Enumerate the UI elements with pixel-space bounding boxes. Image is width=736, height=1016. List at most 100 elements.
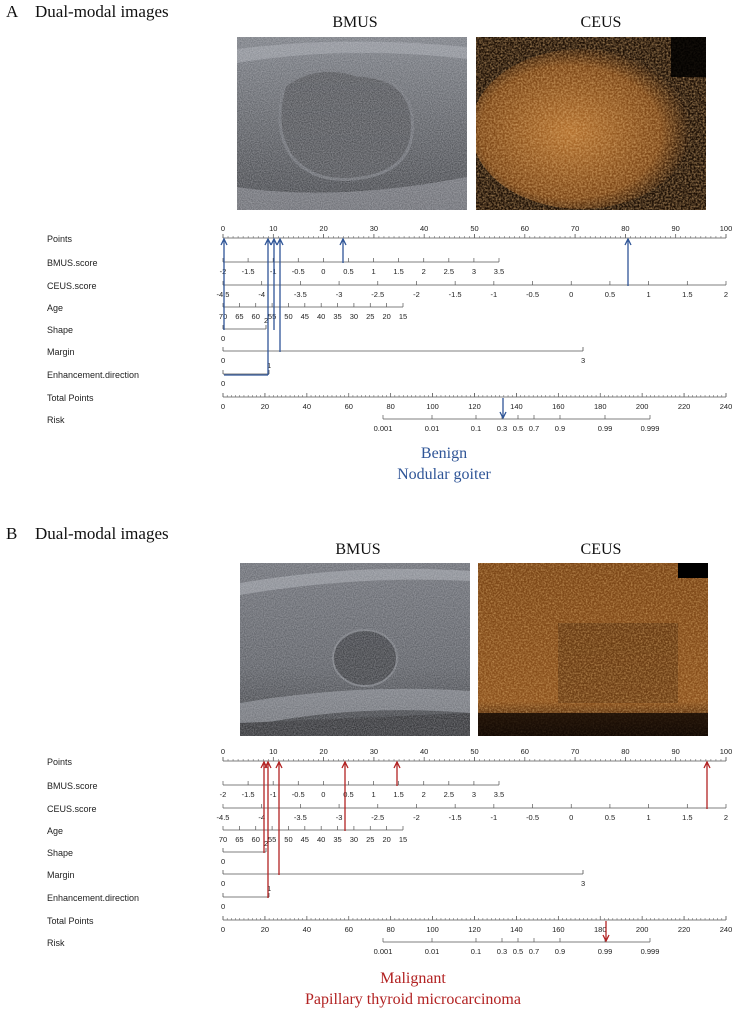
panel-a-tick-points-4: 40 [420, 224, 428, 233]
panel-a-row-label-margin: Margin [47, 347, 75, 357]
panel-b-tick-bmus-score-9: 2.5 [444, 790, 454, 799]
panel-b-tick-age-5: 45 [301, 835, 309, 844]
panel-a-tick-bmus-score-4: 0 [321, 267, 325, 276]
panel-a-tick-total-points-4: 80 [386, 402, 394, 411]
panel-b-row-label-risk: Risk [47, 938, 65, 948]
panel-b-tick-total-points-10: 200 [636, 925, 649, 934]
panel-b-tick-bmus-score-1: -1.5 [242, 790, 255, 799]
panel-b-tick-risk-2: 0.1 [471, 947, 481, 956]
panel-a-title: Dual-modal images [35, 2, 169, 21]
panel-b-tick-ceus-score-12: 1.5 [682, 813, 692, 822]
panel-b-tick-ceus-score-8: -0.5 [526, 813, 539, 822]
panel-a-tick-risk-8: 0.999 [641, 424, 660, 433]
panel-b-tick-age-6: 40 [317, 835, 325, 844]
panel-b-row-label-age: Age [47, 826, 63, 836]
panel-b-tick-age-3: 55 [268, 835, 276, 844]
panel-b-tick-points-9: 90 [672, 747, 680, 756]
panel-a-caption-class: Benign [420, 445, 468, 462]
panel-b-tick-margin-1: 3 [581, 879, 585, 888]
panel-b-ceus-label: CEUS [580, 541, 622, 558]
panel-a-tick-bmus-score-10: 3 [472, 267, 476, 276]
panel-b-tick-total-points-7: 140 [510, 925, 523, 934]
panel-a-tick-bmus-score-3: -0.5 [292, 267, 305, 276]
panel-b-tick-points-10: 100 [720, 747, 733, 756]
panel-a-tick-risk-2: 0.1 [471, 424, 481, 433]
panel-a-row-label-points: Points [47, 234, 73, 244]
panel-b-tick-shape-0: 0 [221, 857, 225, 866]
panel-a-tick-enhancement-direction-0: 0 [221, 379, 225, 388]
panel-b-tick-age-10: 20 [382, 835, 390, 844]
panel-b-tick-total-points-11: 220 [678, 925, 691, 934]
panel-a-tick-age-8: 30 [350, 312, 358, 321]
panel-a-tick-points-7: 70 [571, 224, 579, 233]
panel-b-tick-points-7: 70 [571, 747, 579, 756]
panel-a-tick-ceus-score-7: -1 [491, 290, 498, 299]
panel-a-tick-points-0: 0 [221, 224, 225, 233]
panel-a-tick-bmus-score-8: 2 [422, 267, 426, 276]
panel-b-row-label-enhancement-direction: Enhancement.direction [47, 893, 139, 903]
panel-b-tick-points-6: 60 [521, 747, 529, 756]
panel-a-tick-ceus-score-10: 0.5 [605, 290, 615, 299]
panel-b-tick-total-points-0: 0 [221, 925, 225, 934]
panel-a-tick-total-points-12: 240 [720, 402, 733, 411]
panel-a-bmus-label: BMUS [332, 14, 378, 31]
panel-a-tick-age-3: 55 [268, 312, 276, 321]
panel-a-tick-points-5: 50 [470, 224, 478, 233]
panel-a-tick-age-4: 50 [284, 312, 292, 321]
panel-b-tick-total-points-8: 160 [552, 925, 565, 934]
panel-b-tick-points-1: 10 [269, 747, 277, 756]
panel-b-tick-points-2: 20 [319, 747, 327, 756]
panel-b-row-label-points: Points [47, 757, 73, 767]
panel-a-tick-total-points-8: 160 [552, 402, 565, 411]
panel-b-tick-ceus-score-1: -4 [258, 813, 265, 822]
panel-b-tick-ceus-score-0: -4.5 [217, 813, 230, 822]
panel-b-tick-bmus-score-6: 1 [371, 790, 375, 799]
panel-b-tick-risk-5: 0.7 [529, 947, 539, 956]
panel-a-tick-bmus-score-11: 3.5 [494, 267, 504, 276]
panel-a-tick-age-9: 25 [366, 312, 374, 321]
panel-a-tick-risk-5: 0.7 [529, 424, 539, 433]
panel-a-tick-ceus-score-13: 2 [724, 290, 728, 299]
panel-a-tick-ceus-score-8: -0.5 [526, 290, 539, 299]
panel-b-caption-diagnosis: Papillary thyroid microcarcinoma [305, 991, 521, 1008]
panel-b-row-label-ceus-score: CEUS.score [47, 804, 97, 814]
panel-a-tick-points-1: 10 [269, 224, 277, 233]
panel-b-tick-bmus-score-4: 0 [321, 790, 325, 799]
panel-b-title: Dual-modal images [35, 524, 169, 543]
panel-b-tick-risk-4: 0.5 [513, 947, 523, 956]
panel-a-tick-total-points-0: 0 [221, 402, 225, 411]
panel-a-tick-points-10: 100 [720, 224, 733, 233]
panel-a-row-label-total-points: Total Points [47, 393, 94, 403]
panel-b-caption-class: Malignant [380, 970, 446, 987]
panel-a-ceus-image [476, 37, 706, 210]
panel-a-tick-ceus-score-11: 1 [647, 290, 651, 299]
panel-a-tick-risk-3: 0.3 [497, 424, 507, 433]
panel-a-tick-total-points-7: 140 [510, 402, 523, 411]
panel-a-tick-shape-1: 2 [264, 316, 268, 325]
panel-b-tick-risk-3: 0.3 [497, 947, 507, 956]
panel-b-row-label-shape: Shape [47, 848, 73, 858]
panel-b-tick-ceus-score-9: 0 [569, 813, 573, 822]
panel-a-tick-bmus-score-2: -1 [270, 267, 277, 276]
panel-a-tick-total-points-1: 20 [261, 402, 269, 411]
panel-b-tick-points-4: 40 [420, 747, 428, 756]
panel-a-tick-age-10: 20 [382, 312, 390, 321]
panel-a-letter: A [6, 2, 19, 21]
panel-b-tick-bmus-score-5: 0.5 [343, 790, 353, 799]
panel-a-tick-enhancement-direction-1: 1 [267, 361, 271, 370]
panel-b-tick-ceus-score-6: -1.5 [449, 813, 462, 822]
panel-a-ceus-label: CEUS [580, 14, 622, 31]
panel-b-tick-total-points-6: 120 [468, 925, 481, 934]
panel-a-tick-margin-0: 0 [221, 356, 225, 365]
panel-b-caption: Malignant Papillary thyroid microcarcino… [228, 968, 598, 1010]
panel-b-tick-risk-0: 0.001 [374, 947, 393, 956]
panel-b-tick-age-0: 70 [219, 835, 227, 844]
panel-a-tick-age-11: 15 [399, 312, 407, 321]
panel-b-tick-ceus-score-10: 0.5 [605, 813, 615, 822]
panel-b-tick-points-0: 0 [221, 747, 225, 756]
panel-b-tick-age-7: 35 [333, 835, 341, 844]
panel-b-tick-bmus-score-10: 3 [472, 790, 476, 799]
panel-b-tick-age-4: 50 [284, 835, 292, 844]
panel-b-row-label-margin: Margin [47, 870, 75, 880]
